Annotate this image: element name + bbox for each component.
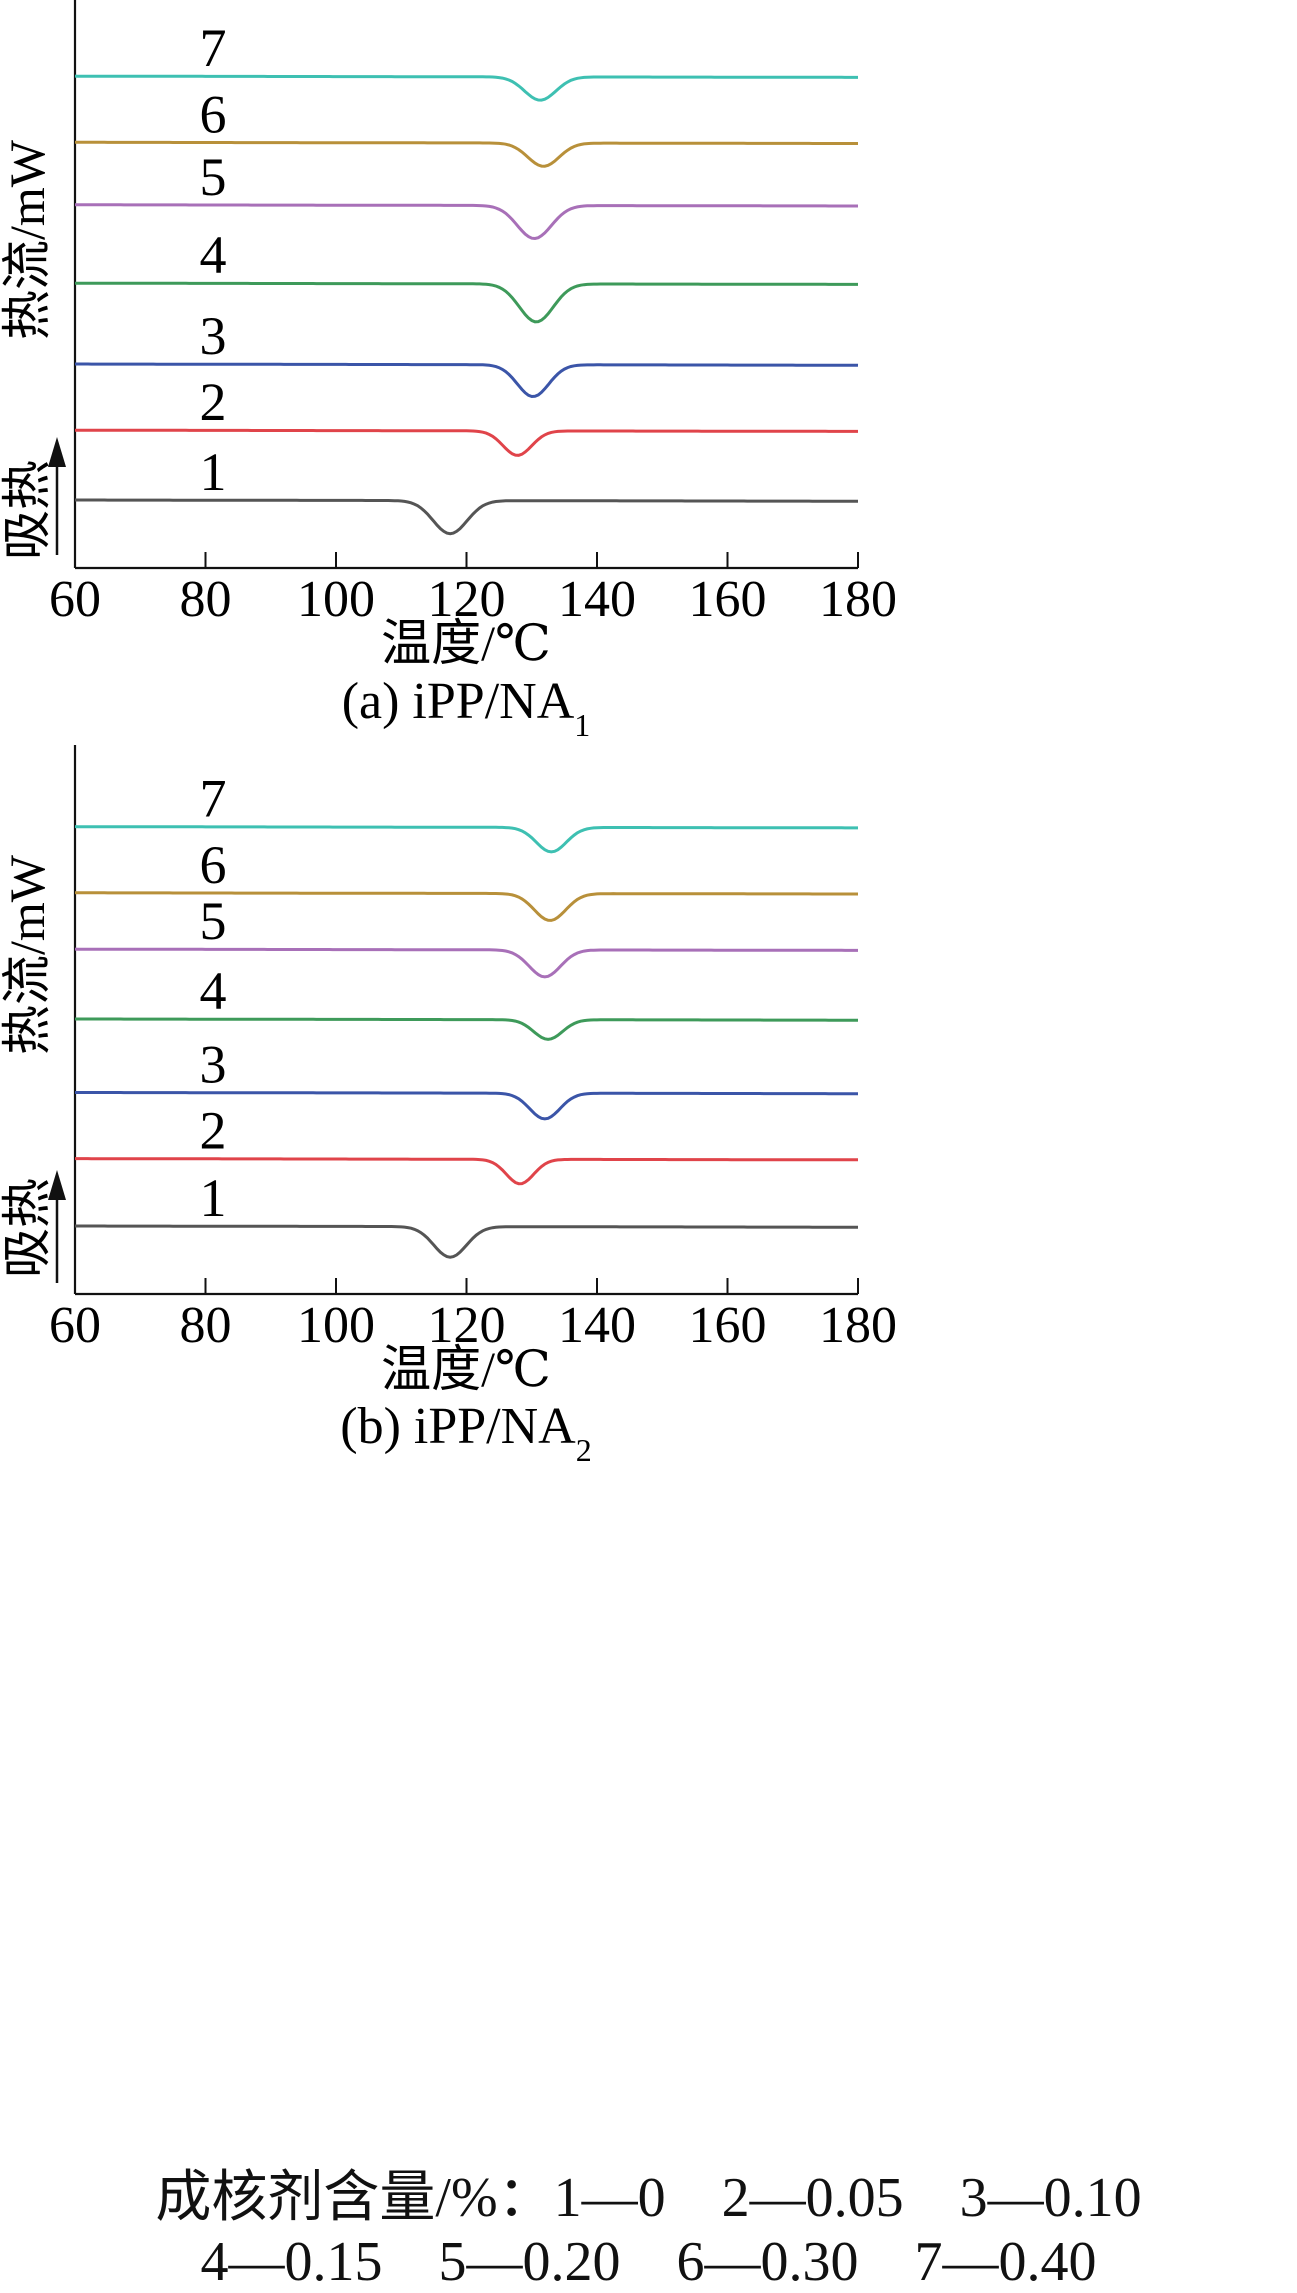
- x-tick-label: 120: [428, 1297, 506, 1354]
- panel-caption: (b) iPP/NA2: [340, 1398, 591, 1468]
- series-label-6: 6: [200, 835, 227, 895]
- x-axis-title: 温度/℃: [381, 1341, 551, 1397]
- x-tick-label: 100: [297, 1297, 375, 1354]
- series-curve-5: [74, 947, 858, 979]
- x-tick-label: 140: [558, 1297, 636, 1354]
- series-label-7: 7: [200, 18, 227, 78]
- x-axis-title: 温度/℃: [381, 615, 551, 671]
- series-curve-1: [75, 1224, 858, 1259]
- series-curve-6: [75, 140, 858, 168]
- x-tick-label: 60: [49, 1297, 101, 1354]
- x-tick-label: 80: [180, 571, 232, 628]
- x-tick-label: 180: [819, 1297, 897, 1354]
- x-tick-label: 100: [297, 571, 375, 628]
- series-label-4: 4: [200, 225, 227, 285]
- endotherm-arrow-head: [48, 437, 66, 467]
- legend-line-2: 4—0.15 5—0.20 6—0.30 7—0.40: [200, 2231, 1097, 2293]
- series-curve-1: [75, 498, 858, 536]
- series-label-1: 1: [200, 442, 227, 502]
- series-label-7: 7: [200, 769, 227, 829]
- x-tick-label: 80: [180, 1297, 232, 1354]
- series-curve-3: [75, 1091, 858, 1121]
- x-tick-label: 160: [689, 1297, 767, 1354]
- series-curve-5: [75, 203, 858, 241]
- x-tick-label: 180: [819, 571, 897, 628]
- x-tick-label: 140: [558, 571, 636, 628]
- series-curve-7: [74, 825, 858, 854]
- series-label-3: 3: [200, 1034, 227, 1094]
- series-curve-6: [75, 891, 858, 922]
- endotherm-label: 吸热: [0, 460, 55, 560]
- endotherm-arrow-head: [48, 1170, 66, 1200]
- series-label-1: 1: [200, 1168, 227, 1228]
- x-tick-label: 160: [689, 571, 767, 628]
- series-label-2: 2: [200, 372, 227, 432]
- endotherm-label: 吸热: [0, 1178, 55, 1278]
- x-tick-label: 60: [49, 571, 101, 628]
- series-label-3: 3: [200, 306, 227, 366]
- series-curve-2: [75, 428, 858, 457]
- series-curve-4: [75, 281, 858, 324]
- series-label-5: 5: [200, 147, 227, 207]
- series-curve-7: [74, 74, 858, 102]
- panel-caption: (a) iPP/NA1: [342, 673, 591, 743]
- y-axis-title: 热流/mW: [0, 854, 55, 1055]
- series-label-6: 6: [200, 84, 227, 144]
- series-label-2: 2: [200, 1101, 227, 1161]
- series-curve-2: [75, 1157, 858, 1186]
- y-axis-title: 热流/mW: [0, 139, 55, 340]
- chart-panel-a: 60 80 100 120 140 160 180 温度/℃(a) iPP/NA1 热流/mW 吸…: [0, 0, 897, 743]
- x-tick-label: 120: [428, 571, 506, 628]
- series-label-4: 4: [200, 961, 227, 1021]
- series-curve-4: [75, 1017, 858, 1041]
- series-label-5: 5: [200, 891, 227, 951]
- legend-line-1: 成核剂含量/%：1—0 2—0.05 3—0.10: [155, 2167, 1142, 2229]
- series-curve-3: [75, 362, 859, 399]
- chart-panel-b: 60 80 100 120 140 160 180 温度/℃(b) iPP/NA2 热流/mW 吸…: [0, 745, 897, 1468]
